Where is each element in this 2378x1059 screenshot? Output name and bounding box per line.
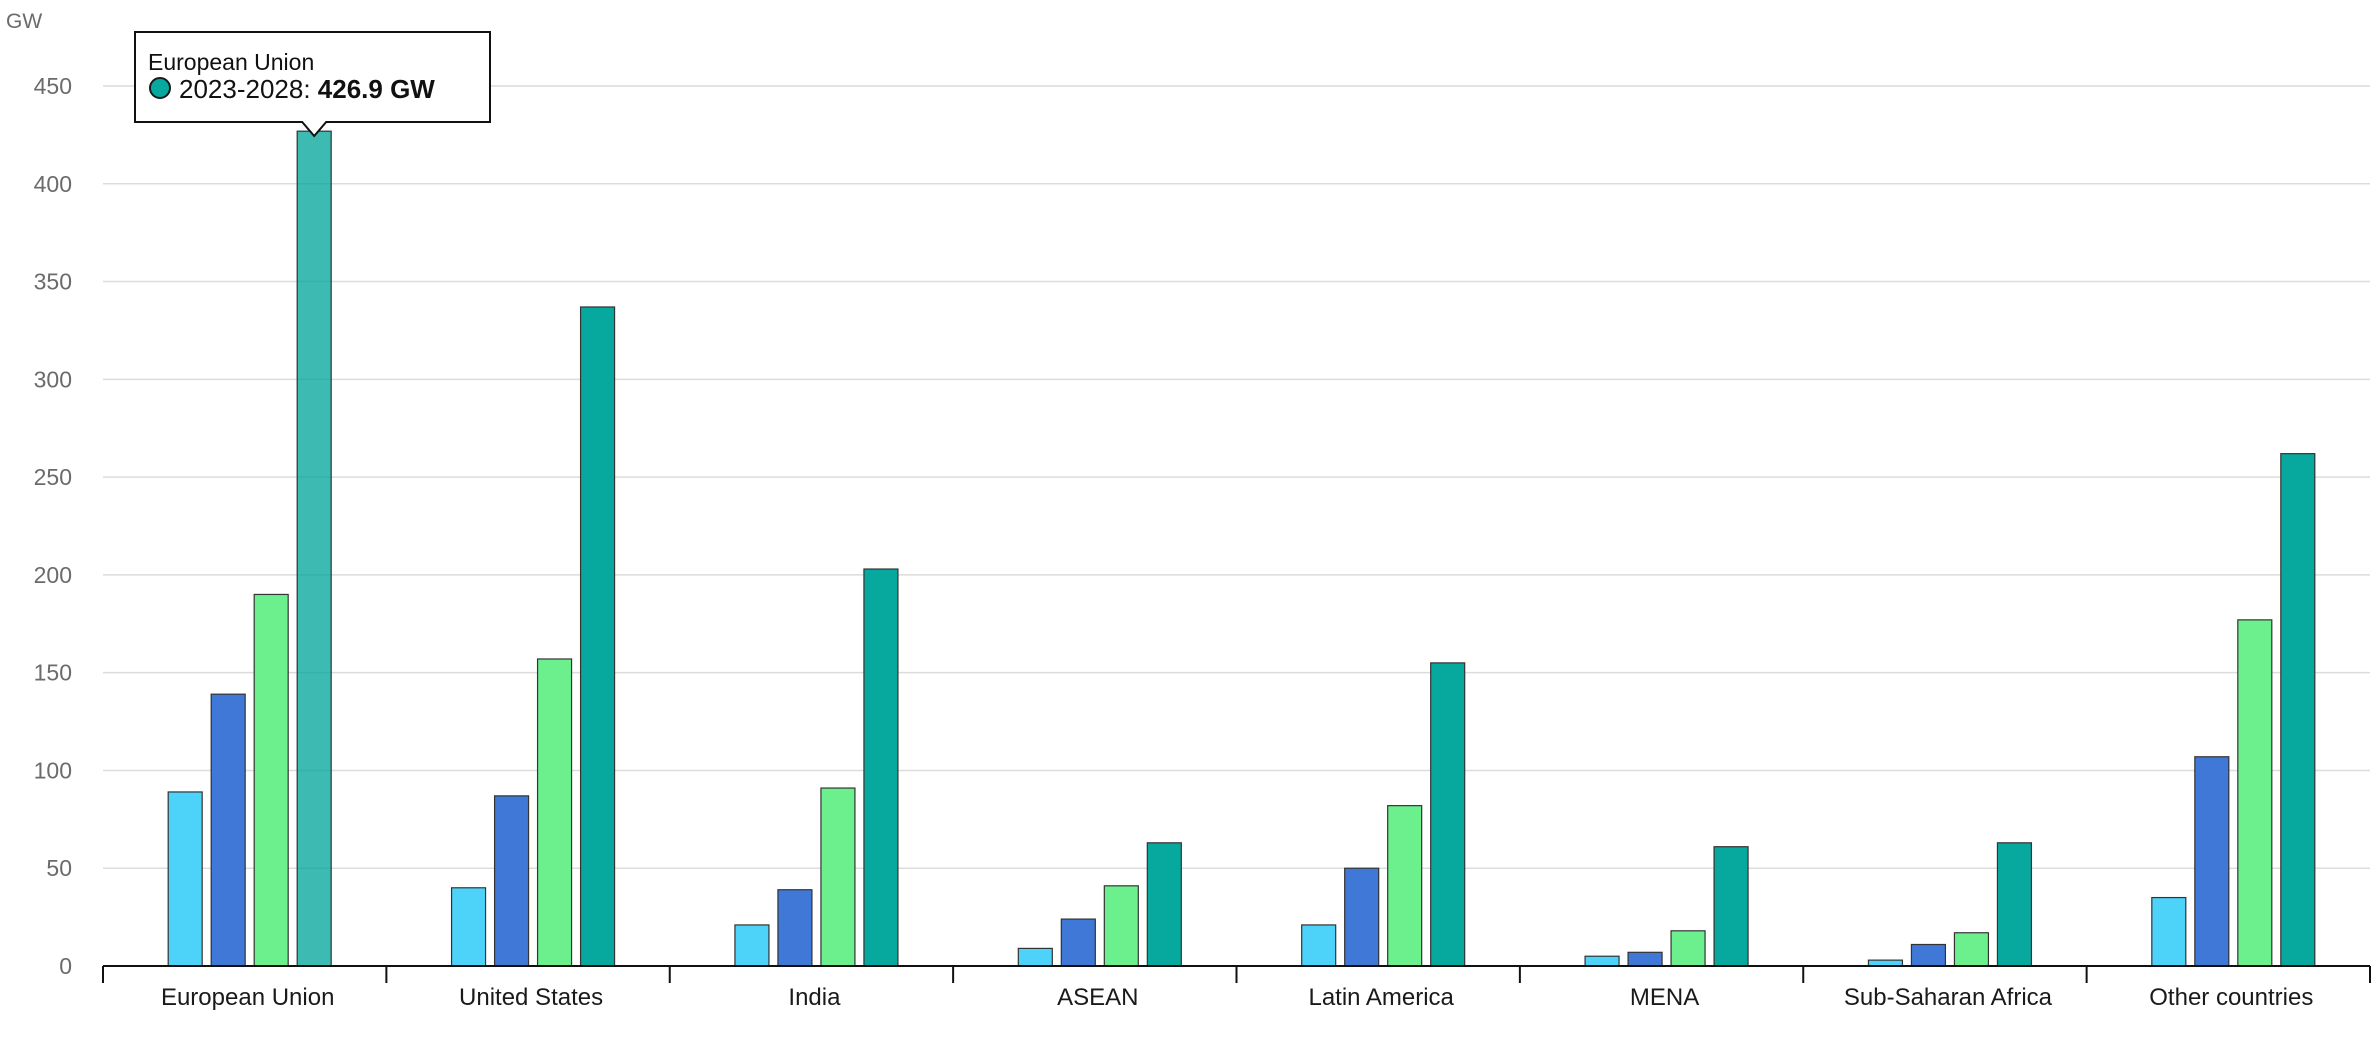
bar[interactable] xyxy=(1430,662,1466,967)
y-tick-label: 150 xyxy=(34,660,72,686)
tooltip-separator: : xyxy=(303,74,317,104)
bar[interactable] xyxy=(450,887,487,967)
bar[interactable] xyxy=(167,791,203,967)
y-tick-label: 100 xyxy=(34,757,72,783)
x-tick-label: MENA xyxy=(1630,984,1699,1011)
x-tick-label: European Union xyxy=(161,984,334,1011)
bar[interactable] xyxy=(1344,867,1380,967)
x-tick-label: Other countries xyxy=(2149,984,2313,1011)
bar[interactable] xyxy=(253,593,289,967)
bar[interactable] xyxy=(1627,951,1663,967)
x-tick-label: Latin America xyxy=(1308,984,1454,1011)
bar[interactable] xyxy=(1301,924,1337,967)
tooltip-value-line: 2023-2028: 426.9 GW xyxy=(179,74,435,104)
y-tick-label: 50 xyxy=(46,855,72,881)
tooltip: European Union 2023-2028: 426.9 GW xyxy=(134,31,491,138)
bar[interactable] xyxy=(1584,955,1620,967)
bar[interactable] xyxy=(1060,918,1096,967)
bar[interactable] xyxy=(777,889,813,967)
y-tick-label: 250 xyxy=(34,464,72,490)
x-axis: European Union United States India ASEAN Lat… xyxy=(102,965,2371,1011)
bar[interactable] xyxy=(1910,943,1947,967)
y-tick-label: 0 xyxy=(59,953,72,979)
bar[interactable] xyxy=(2280,453,2316,967)
bars xyxy=(167,130,2316,967)
x-tick-label: ASEAN xyxy=(1057,984,1138,1011)
y-tick-label: 400 xyxy=(34,171,72,197)
x-tick-label: United States xyxy=(459,984,603,1011)
y-axis: GW 0 50 100 150 200 250 300 350 400 450 xyxy=(6,10,72,979)
bar[interactable] xyxy=(734,924,770,967)
y-tick-label: 200 xyxy=(34,562,72,588)
y-tick-label: 350 xyxy=(34,269,72,295)
y-tick-label: 300 xyxy=(34,366,72,392)
bar[interactable] xyxy=(2151,896,2187,967)
bar[interactable] xyxy=(493,795,530,967)
bar[interactable] xyxy=(1996,842,2033,967)
x-tick-label: Sub-Saharan Africa xyxy=(1844,984,2053,1011)
bar[interactable] xyxy=(1103,885,1139,967)
bar[interactable] xyxy=(1017,947,1053,967)
y-tick-label: 450 xyxy=(34,73,72,99)
bar[interactable] xyxy=(2194,756,2230,967)
tooltip-series-marker xyxy=(149,77,171,99)
tooltip-box xyxy=(134,31,491,138)
bar[interactable] xyxy=(579,306,616,967)
tooltip-category: European Union xyxy=(148,49,314,75)
bar[interactable] xyxy=(2237,619,2273,967)
bar[interactable] xyxy=(863,568,899,967)
bar[interactable] xyxy=(1670,930,1706,967)
tooltip-series-name: 2023-2028 xyxy=(179,74,303,104)
bar[interactable] xyxy=(536,658,573,967)
bar[interactable] xyxy=(210,693,246,967)
gridlines xyxy=(103,85,2370,869)
bar[interactable] xyxy=(1953,932,1990,967)
y-axis-unit-label: GW xyxy=(6,10,42,33)
bar[interactable] xyxy=(1387,805,1423,967)
tooltip-value: 426.9 GW xyxy=(318,74,436,104)
bar[interactable] xyxy=(1146,842,1182,967)
x-tick-label: India xyxy=(788,984,841,1011)
bar[interactable] xyxy=(296,130,332,967)
bar[interactable] xyxy=(820,787,856,967)
bar[interactable] xyxy=(1713,846,1749,967)
